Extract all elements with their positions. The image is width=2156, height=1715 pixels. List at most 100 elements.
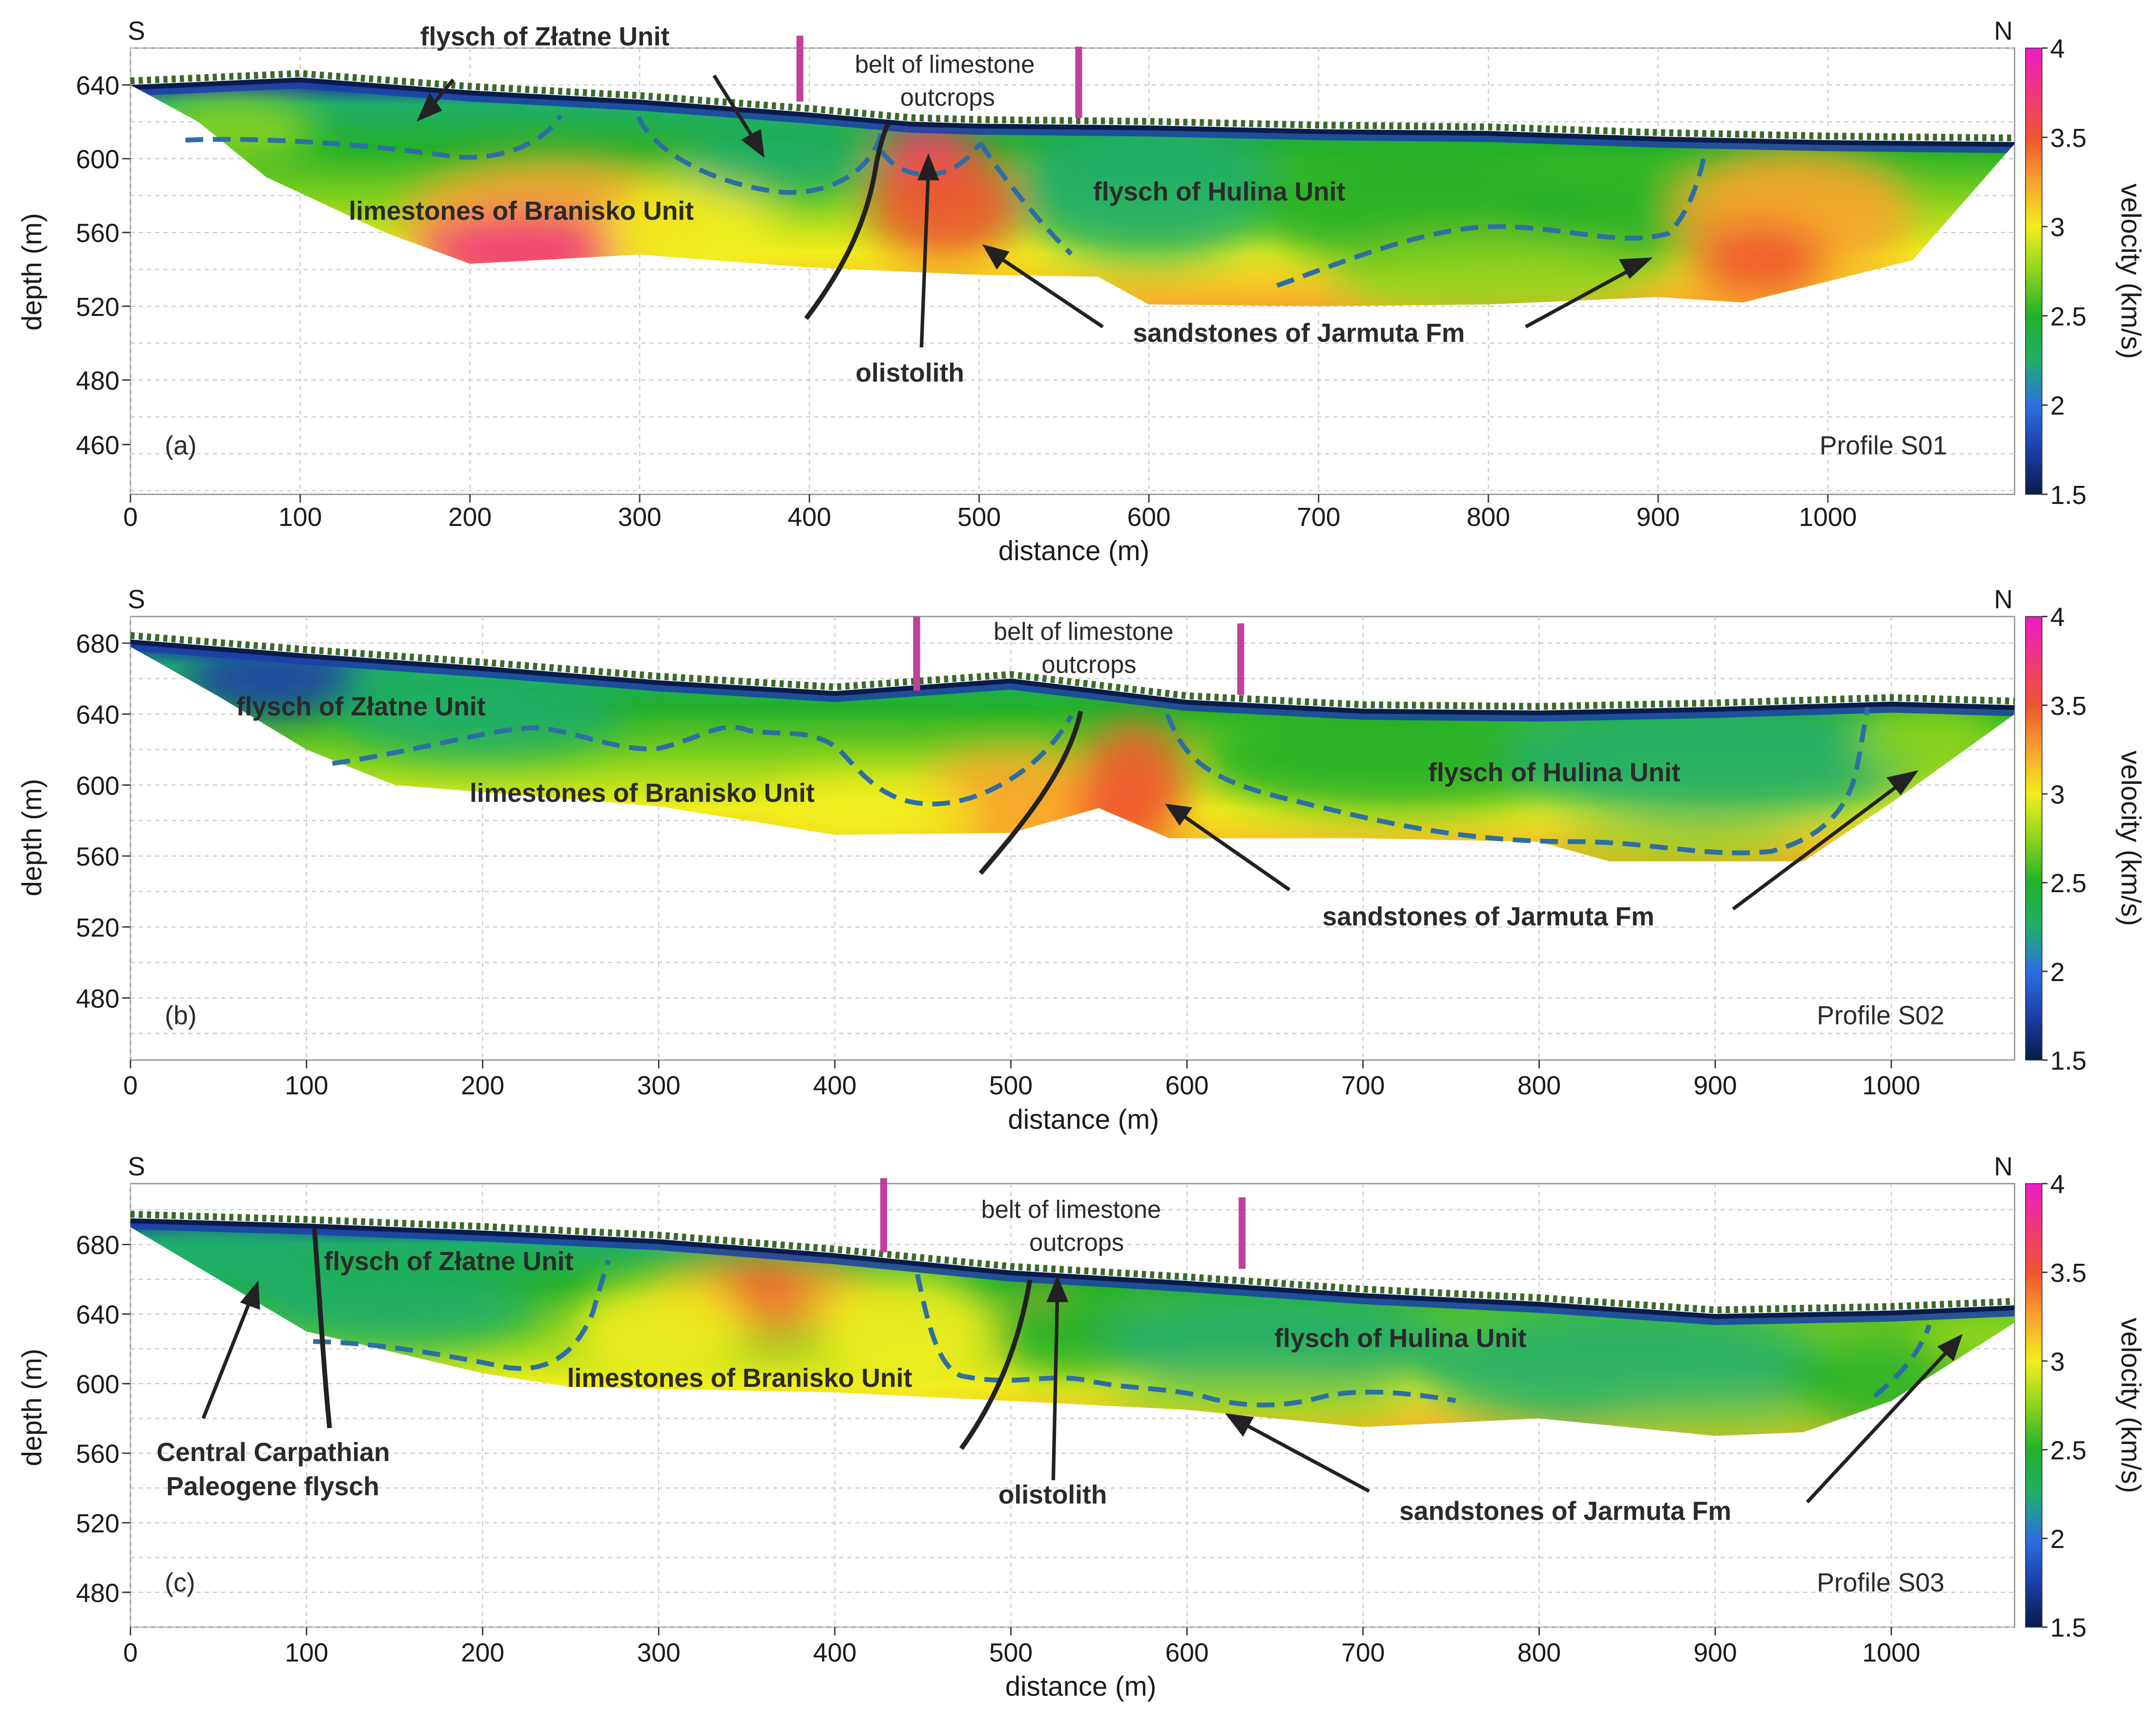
colorbar-c	[2025, 1183, 2043, 1628]
x-tick-label: 1000	[1862, 1638, 1920, 1667]
panel-label-a: (a)	[165, 432, 197, 460]
velocity-anomaly	[1099, 1288, 1451, 1393]
velocity-anomaly	[1416, 1305, 1839, 1427]
panel-a: 0 100 200 300 400 500 600 700 800 900 1000 640 600 56…	[16, 17, 2015, 566]
fault-line-a	[804, 122, 891, 320]
x-tick-label: 700	[1341, 1638, 1385, 1667]
colorbar-tick-label: 3	[2050, 781, 2065, 810]
velocity-anomaly	[1692, 223, 1828, 297]
y-tick-label: 480	[76, 1579, 120, 1608]
direction-right-b: N	[1994, 586, 2013, 614]
y-tick-label: 600	[76, 772, 120, 800]
x-tick-label: 500	[957, 503, 1001, 532]
x-tick-label: 1000	[1799, 503, 1857, 532]
x-tick-label: 200	[461, 1638, 504, 1667]
x-tick-label: 900	[1694, 1638, 1737, 1667]
y-tick-label: 680	[76, 630, 120, 659]
near-surface-dark-layer	[130, 77, 2015, 147]
x-tick-label: 500	[989, 1071, 1033, 1100]
x-tick-label: 800	[1517, 1071, 1561, 1100]
label-jarmuta-a: sandstones of Jarmuta Fm	[1133, 319, 1465, 348]
panel-b: 0 100 200 300 400 500 600 700 800 900 1000 680 640 60…	[16, 586, 2015, 1134]
belt-label-a-line2: outcrops	[900, 84, 995, 111]
y-tick-label: 520	[76, 293, 120, 322]
belt-marker-c-left	[880, 1178, 888, 1253]
geophone-markers	[130, 70, 2015, 142]
colorbar-a	[2025, 47, 2043, 495]
colorbar-tick-label: 4	[2050, 35, 2065, 63]
label-branisko-b: limestones of Branisko Unit	[470, 779, 815, 808]
colorbar-tick-label: 3.5	[2050, 124, 2086, 153]
geophone-markers	[130, 632, 2015, 710]
velocity-anomaly	[1504, 696, 1927, 821]
velocity-anomaly	[1204, 705, 1592, 812]
profile-label-c: Profile S03	[1817, 1569, 1944, 1597]
velocity-anomaly	[1335, 241, 1641, 307]
colorbars: 4 3.5 3 2.5 2 1.5 velocity (km/s) 4 3.5 3 2.5 2 1.5 v…	[2025, 35, 2147, 1643]
y-tick-label: 520	[76, 914, 120, 942]
label-hulina-b: flysch of Hulina Unit	[1428, 758, 1680, 787]
x-tick-label: 200	[461, 1071, 504, 1100]
y-tick-label: 560	[76, 843, 120, 872]
boundary-branisko-a	[185, 114, 562, 160]
label-zlatne-c: flysch of Złatne Unit	[324, 1247, 574, 1276]
colorbar-tick-label: 2.5	[2050, 869, 2086, 898]
boundary-branisko-b	[332, 714, 1074, 807]
belt-marker-a-right	[1075, 46, 1082, 118]
y-tick-label: 600	[76, 1370, 120, 1399]
velocity-anomaly	[342, 669, 624, 759]
ticks-a: 0 100 200 300 400 500 600 700 800 900 1000 640 600 56…	[76, 72, 1857, 532]
x-tick-label: 800	[1467, 503, 1510, 532]
velocity-anomaly	[673, 122, 877, 196]
label-branisko-a: limestones of Branisko Unit	[349, 197, 694, 226]
velocity-anomaly	[869, 149, 1022, 260]
x-tick-label: 300	[637, 1071, 681, 1100]
belt-label-c-line2: outcrops	[1029, 1229, 1124, 1256]
label-olistolith-a: olistolith	[855, 359, 964, 388]
colorbar-tick-label: 2.5	[2050, 1436, 2086, 1465]
boundary-jarmuta-a	[1276, 147, 1708, 288]
y-axis-label-a: depth (m)	[16, 213, 47, 331]
profile-label-b: Profile S02	[1817, 1002, 1944, 1030]
colorbar-tick-label: 2	[2050, 1525, 2065, 1554]
direction-right-c: N	[1994, 1152, 2013, 1181]
label-jarmuta-b: sandstones of Jarmuta Fm	[1323, 902, 1655, 931]
x-tick-label: 100	[285, 1638, 328, 1667]
belt-marker-b-left	[913, 616, 920, 691]
fault-line-b	[978, 711, 1083, 875]
profile-label-a: Profile S01	[1820, 432, 1947, 460]
y-tick-label: 460	[76, 431, 120, 460]
x-axis-label-c: distance (m)	[1005, 1671, 1156, 1702]
x-tick-label: 700	[1341, 1071, 1385, 1100]
x-tick-label: 1000	[1862, 1071, 1920, 1100]
colorbar-tick-label: 3.5	[2050, 1259, 2086, 1288]
y-tick-label: 640	[76, 701, 120, 730]
velocity-anomaly	[253, 1262, 536, 1349]
x-tick-label: 700	[1297, 503, 1340, 532]
colorbar-tick-label: 2.5	[2050, 302, 2086, 331]
y-tick-label: 560	[76, 1440, 120, 1469]
x-tick-label: 300	[618, 503, 662, 532]
arrows-b	[1165, 770, 1919, 911]
x-tick-label: 900	[1694, 1071, 1737, 1100]
y-tick-label: 480	[76, 367, 120, 396]
arrows-c	[201, 1275, 1963, 1504]
colorbar-b	[2025, 616, 2043, 1061]
colorbar-tick-label: 2	[2050, 958, 2065, 987]
panel-label-c: (c)	[165, 1569, 195, 1597]
label-zlatne-a: flysch of Złatne Unit	[420, 22, 670, 51]
boundary-hulina-b	[1165, 707, 1870, 856]
x-tick-label: 400	[813, 1071, 856, 1100]
x-tick-label: 400	[813, 1638, 856, 1667]
label-paleogene-c: Paleogene flysch	[166, 1472, 379, 1501]
colorbar-tick-label: 1.5	[2050, 1614, 2086, 1643]
panel-c: 0 100 200 300 400 500 600 700 800 900 1000 680 640 60…	[16, 1152, 2015, 1702]
direction-left-c: S	[128, 1152, 145, 1181]
x-tick-label: 900	[1637, 503, 1680, 532]
label-hulina-a: flysch of Hulina Unit	[1093, 178, 1346, 207]
belt-label-c-line1: belt of limestone	[981, 1195, 1161, 1223]
y-axis-label-b: depth (m)	[16, 779, 47, 897]
colorbar-label: velocity (km/s)	[2116, 184, 2147, 359]
x-tick-label: 300	[637, 1638, 681, 1667]
